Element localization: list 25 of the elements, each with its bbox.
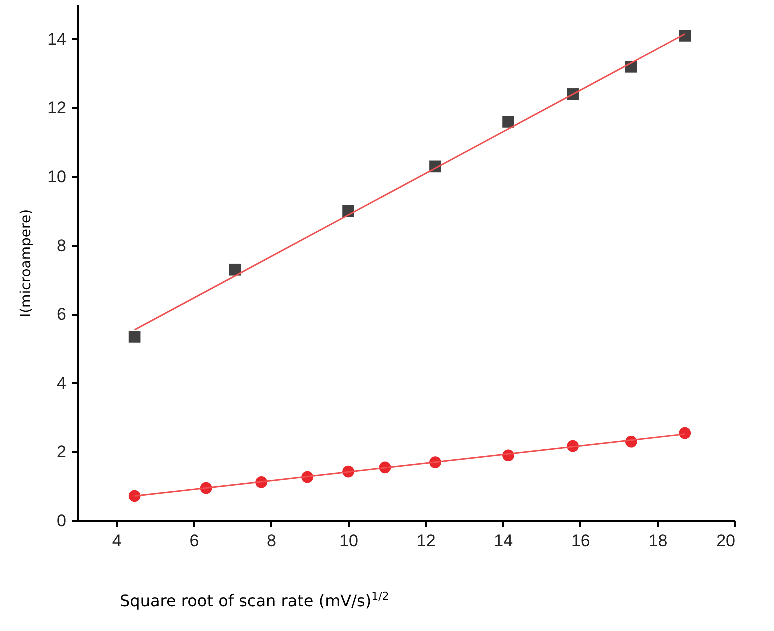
y-tick-label: 4: [57, 374, 66, 393]
y-axis-title: I(microampere): [18, 209, 35, 318]
y-tick-label: 2: [57, 442, 66, 462]
x-tick-label: 18: [648, 532, 668, 550]
y-tick-label: 0: [57, 512, 66, 530]
y-tick-label: 14: [48, 30, 66, 49]
point: [229, 264, 242, 276]
point: [128, 331, 141, 343]
x-axis-title: Square root of scan rate (mV/s)$^{1/2}$: [120, 590, 390, 610]
point: [679, 30, 692, 42]
point: [679, 427, 692, 440]
point: [128, 490, 141, 502]
y-tick-label: 12: [48, 98, 66, 118]
y-tick-label: 6: [57, 305, 66, 324]
point: [502, 116, 514, 128]
x-tick-label: 8: [267, 532, 276, 550]
x-tick-label: 4: [112, 532, 122, 550]
x-tick-label: 12: [416, 532, 436, 550]
x-tick-label: 20: [716, 532, 736, 550]
x-tick-label: 10: [340, 532, 358, 550]
x-tick-label: 16: [571, 532, 590, 550]
y-tick-label: 10: [48, 168, 66, 186]
x-tick-label: 6: [190, 532, 200, 550]
y-tick-label: 8: [57, 236, 66, 256]
x-tick-label: 14: [494, 532, 514, 550]
